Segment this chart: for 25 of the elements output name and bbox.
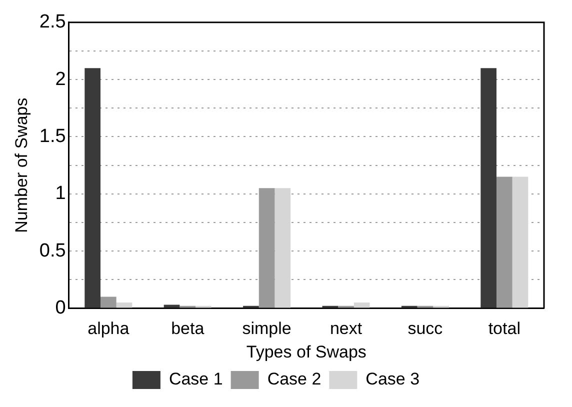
x-tick-label: succ <box>408 319 444 338</box>
x-tick-label: beta <box>171 319 205 338</box>
y-tick-label: 1 <box>55 183 66 204</box>
bar <box>274 188 291 308</box>
y-tick-label: 0.5 <box>39 240 66 262</box>
bar <box>116 302 132 308</box>
bar <box>84 68 100 308</box>
bar <box>512 176 528 308</box>
x-axis-title: Types of Swaps <box>246 342 366 362</box>
legend-label: Case 2 <box>267 370 322 389</box>
legend-label: Case 3 <box>366 370 420 389</box>
bar <box>100 296 116 308</box>
x-tick-label: next <box>330 319 362 338</box>
x-tick-label: simple <box>242 319 292 338</box>
legend-label: Case 1 <box>168 370 223 389</box>
y-tick-label: 1.5 <box>39 126 66 147</box>
bar <box>496 176 512 308</box>
bar <box>354 302 370 308</box>
y-tick-label: 0 <box>55 297 66 318</box>
x-tick-label: alpha <box>88 319 130 338</box>
y-axis-title: Number of Swaps <box>12 98 31 233</box>
y-tick-label: 2.5 <box>39 12 66 33</box>
x-tick-label: total <box>488 319 520 338</box>
y-tick-label: 2 <box>55 68 66 90</box>
bar <box>480 68 496 308</box>
